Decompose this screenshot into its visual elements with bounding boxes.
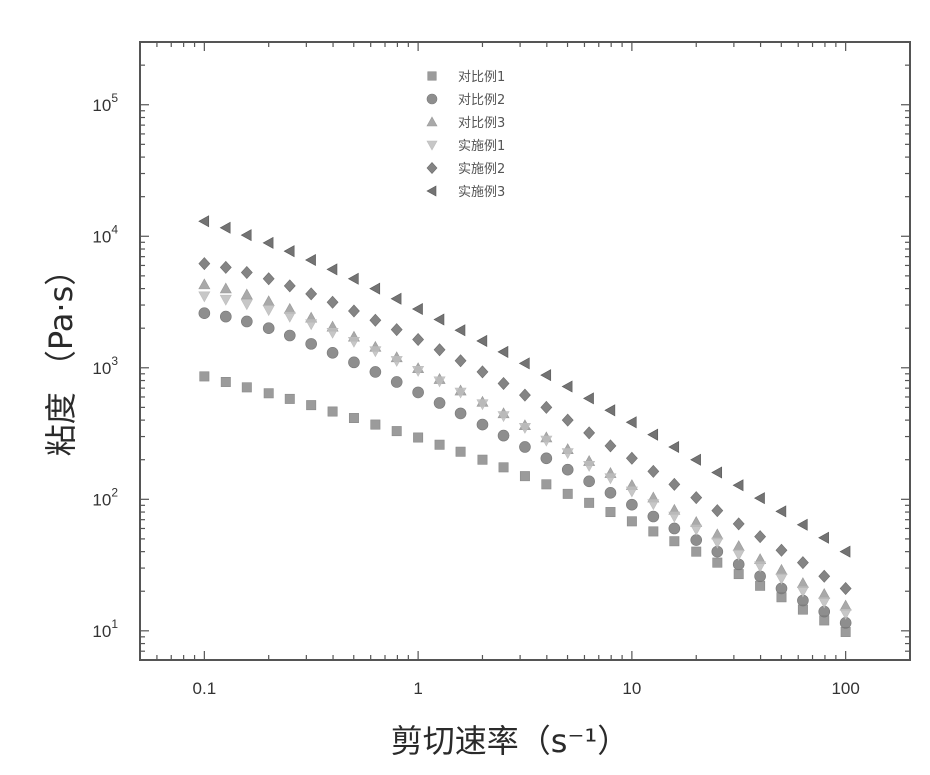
data-point: [669, 523, 680, 534]
data-point: [199, 308, 210, 319]
legend-marker: [428, 72, 437, 81]
data-point: [606, 507, 615, 516]
y-tick-base: 10: [92, 359, 111, 378]
x-axis-title: 剪切速率（s⁻¹）: [391, 722, 629, 760]
data-point: [755, 581, 764, 590]
data-point: [562, 464, 573, 475]
legend-marker: [427, 94, 437, 104]
data-point: [755, 571, 766, 582]
y-tick-base: 10: [92, 96, 111, 115]
data-point: [499, 463, 508, 472]
data-point: [478, 455, 487, 464]
data-point: [670, 537, 679, 546]
y-tick-exponent: 1: [111, 617, 118, 631]
data-point: [605, 487, 616, 498]
y-tick-label: 105: [92, 91, 118, 115]
data-point: [264, 389, 273, 398]
data-point: [371, 420, 380, 429]
data-point: [498, 430, 509, 441]
data-point: [221, 377, 230, 386]
y-tick-label: 103: [92, 354, 118, 378]
data-point: [241, 316, 252, 327]
data-point: [392, 426, 401, 435]
data-point: [306, 338, 317, 349]
data-point: [692, 547, 701, 556]
data-point: [285, 394, 294, 403]
data-point: [584, 498, 593, 507]
y-tick-base: 10: [92, 490, 111, 509]
data-point: [348, 357, 359, 368]
x-tick-label: 10: [622, 679, 641, 698]
data-point: [626, 499, 637, 510]
data-point: [734, 569, 743, 578]
data-point: [520, 471, 529, 480]
data-point: [841, 627, 850, 636]
data-point: [541, 453, 552, 464]
data-point: [349, 413, 358, 422]
x-tick-label: 0.1: [193, 679, 217, 698]
y-tick-exponent: 5: [111, 91, 118, 105]
data-point: [242, 383, 251, 392]
x-tick-label: 1: [413, 679, 422, 698]
data-point: [649, 527, 658, 536]
y-tick-label: 101: [92, 617, 118, 641]
data-point: [477, 419, 488, 430]
y-tick-base: 10: [92, 622, 111, 641]
data-point: [691, 535, 702, 546]
data-point: [456, 447, 465, 456]
data-point: [391, 376, 402, 387]
data-point: [648, 511, 659, 522]
y-tick-base: 10: [92, 227, 111, 246]
data-point: [713, 558, 722, 567]
y-tick-label: 104: [92, 222, 118, 246]
x-tick-label: 100: [831, 679, 859, 698]
data-point: [263, 323, 274, 334]
data-point: [542, 480, 551, 489]
y-tick-exponent: 3: [111, 354, 118, 368]
data-point: [434, 397, 445, 408]
data-point: [519, 441, 530, 452]
data-point: [455, 408, 466, 419]
data-point: [798, 605, 807, 614]
legend-label: 对比例3: [458, 116, 505, 131]
y-axis-title: 粘度 （Pa·s）: [42, 254, 80, 457]
data-point: [327, 347, 338, 358]
data-point: [370, 366, 381, 377]
data-point: [306, 400, 315, 409]
legend-label: 对比例1: [458, 70, 505, 85]
plot-frame: [140, 42, 910, 660]
data-point: [328, 407, 337, 416]
legend-label: 实施例3: [458, 185, 505, 200]
y-tick-exponent: 2: [111, 485, 118, 499]
legend-label: 实施例2: [458, 162, 505, 177]
legend-label: 对比例2: [458, 93, 505, 108]
data-point: [413, 387, 424, 398]
data-point: [200, 372, 209, 381]
data-point: [435, 440, 444, 449]
y-tick-exponent: 4: [111, 222, 118, 236]
data-point: [220, 311, 231, 322]
data-point: [627, 517, 636, 526]
data-point: [284, 330, 295, 341]
y-tick-label: 102: [92, 485, 118, 509]
data-point: [563, 489, 572, 498]
data-point: [413, 433, 422, 442]
legend-label: 实施例1: [458, 139, 505, 154]
data-point: [584, 476, 595, 487]
